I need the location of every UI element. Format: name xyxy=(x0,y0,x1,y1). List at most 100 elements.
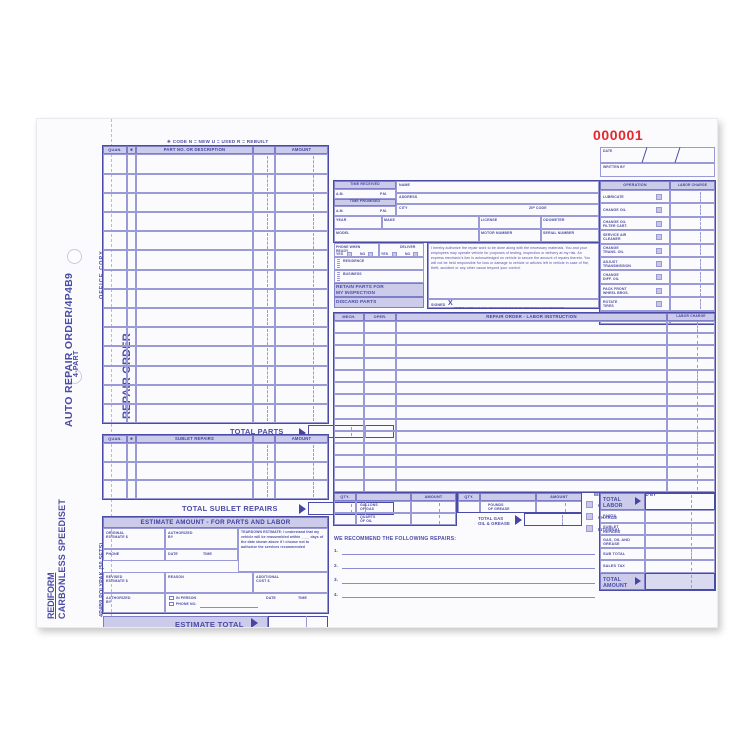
labor-cell[interactable] xyxy=(396,382,667,395)
parts-cell[interactable] xyxy=(103,231,127,251)
parts-cell[interactable] xyxy=(275,404,328,424)
serial-number-field[interactable] xyxy=(541,229,599,242)
parts-cell[interactable] xyxy=(253,346,275,366)
parts-cell[interactable] xyxy=(103,192,127,212)
parts-cell[interactable] xyxy=(253,154,275,174)
operation-charge-cell[interactable] xyxy=(670,243,715,257)
operation-checkbox-2[interactable] xyxy=(656,220,662,227)
labor-cell[interactable] xyxy=(396,430,667,443)
labor-cell[interactable] xyxy=(667,333,715,346)
parts-cell[interactable] xyxy=(127,308,136,328)
parts-cell[interactable] xyxy=(253,404,275,424)
labor-cell[interactable] xyxy=(396,418,667,431)
phone-no-checkbox[interactable] xyxy=(368,251,373,257)
operation-checkbox-3[interactable] xyxy=(656,234,662,241)
total-row-amount-3[interactable] xyxy=(645,535,715,548)
parts-cell[interactable] xyxy=(275,269,328,289)
parts-cell[interactable] xyxy=(253,308,275,328)
sublet-cell[interactable] xyxy=(136,461,253,481)
model-field[interactable] xyxy=(334,229,479,242)
sublet-cell[interactable] xyxy=(136,443,253,462)
sublet-cell[interactable] xyxy=(103,443,127,462)
parts-cell[interactable] xyxy=(103,327,127,347)
gas-amount-cell-1[interactable] xyxy=(411,501,456,513)
parts-cell[interactable] xyxy=(127,404,136,424)
operation-checkbox-8[interactable] xyxy=(656,301,662,308)
parts-cell[interactable] xyxy=(275,212,328,232)
labor-cell[interactable] xyxy=(667,357,715,370)
sublet-cell[interactable] xyxy=(103,461,127,481)
labor-cell[interactable] xyxy=(334,479,364,492)
sublet-cell[interactable] xyxy=(127,480,136,499)
labor-cell[interactable] xyxy=(667,382,715,395)
labor-cell[interactable] xyxy=(364,467,396,480)
labor-cell[interactable] xyxy=(364,455,396,468)
labor-cell[interactable] xyxy=(396,321,667,334)
parts-cell[interactable] xyxy=(275,365,328,385)
parts-cell[interactable] xyxy=(136,327,253,347)
operation-charge-cell[interactable] xyxy=(670,190,715,204)
labor-cell[interactable] xyxy=(396,467,667,480)
parts-cell[interactable] xyxy=(103,154,127,174)
deliver-yes-checkbox[interactable] xyxy=(392,251,397,257)
parts-cell[interactable] xyxy=(103,308,127,328)
labor-cell[interactable] xyxy=(667,345,715,358)
parts-cell[interactable] xyxy=(253,327,275,347)
estimate-addcost-cell[interactable] xyxy=(253,572,328,593)
sublet-cell[interactable] xyxy=(103,480,127,499)
operation-charge-cell[interactable] xyxy=(670,230,715,244)
labor-cell[interactable] xyxy=(334,333,364,346)
estimate-inperson-cell[interactable] xyxy=(165,593,328,613)
sublet-cell[interactable] xyxy=(127,443,136,462)
labor-cell[interactable] xyxy=(396,369,667,382)
parts-cell[interactable] xyxy=(127,327,136,347)
labor-cell[interactable] xyxy=(667,321,715,334)
labor-cell[interactable] xyxy=(396,443,667,456)
parts-cell[interactable] xyxy=(136,212,253,232)
parts-cell[interactable] xyxy=(103,346,127,366)
total-row-amount-2[interactable] xyxy=(645,522,715,536)
billing-checkbox-1[interactable] xyxy=(586,513,593,520)
name-field[interactable] xyxy=(396,181,599,193)
make-field[interactable] xyxy=(382,216,479,229)
labor-cell[interactable] xyxy=(364,479,396,492)
city-field[interactable] xyxy=(396,204,599,216)
parts-cell[interactable] xyxy=(136,154,253,174)
sublet-cell[interactable] xyxy=(136,480,253,499)
parts-cell[interactable] xyxy=(127,365,136,385)
estimate-total-amount[interactable] xyxy=(268,616,328,627)
parts-cell[interactable] xyxy=(253,173,275,193)
parts-cell[interactable] xyxy=(275,384,328,404)
total-labor-amount[interactable] xyxy=(645,493,715,510)
labor-cell[interactable] xyxy=(396,333,667,346)
parts-cell[interactable] xyxy=(127,173,136,193)
phone-yes-checkbox[interactable] xyxy=(347,251,352,257)
address-field[interactable] xyxy=(396,192,599,205)
labor-cell[interactable] xyxy=(334,455,364,468)
parts-cell[interactable] xyxy=(275,250,328,270)
parts-cell[interactable] xyxy=(103,250,127,270)
labor-cell[interactable] xyxy=(667,406,715,419)
labor-cell[interactable] xyxy=(364,382,396,395)
billing-checkbox-0[interactable] xyxy=(586,501,593,508)
sublet-cell[interactable] xyxy=(253,461,275,481)
labor-cell[interactable] xyxy=(334,394,364,407)
time-received-field[interactable] xyxy=(334,188,396,199)
labor-cell[interactable] xyxy=(334,321,364,334)
labor-cell[interactable] xyxy=(396,345,667,358)
gas-qty-cell-2[interactable] xyxy=(334,513,356,525)
operation-checkbox-1[interactable] xyxy=(656,207,662,214)
parts-cell[interactable] xyxy=(253,288,275,308)
motor-number-field[interactable] xyxy=(479,229,541,242)
labor-cell[interactable] xyxy=(396,406,667,419)
operation-checkbox-0[interactable] xyxy=(656,194,662,200)
operation-checkbox-6[interactable] xyxy=(656,274,662,281)
labor-cell[interactable] xyxy=(364,357,396,370)
parts-cell[interactable] xyxy=(136,173,253,193)
labor-cell[interactable] xyxy=(334,357,364,370)
parts-cell[interactable] xyxy=(127,288,136,308)
sublet-cell[interactable] xyxy=(275,443,328,462)
parts-cell[interactable] xyxy=(136,384,253,404)
labor-cell[interactable] xyxy=(334,345,364,358)
operation-charge-cell[interactable] xyxy=(670,297,715,311)
